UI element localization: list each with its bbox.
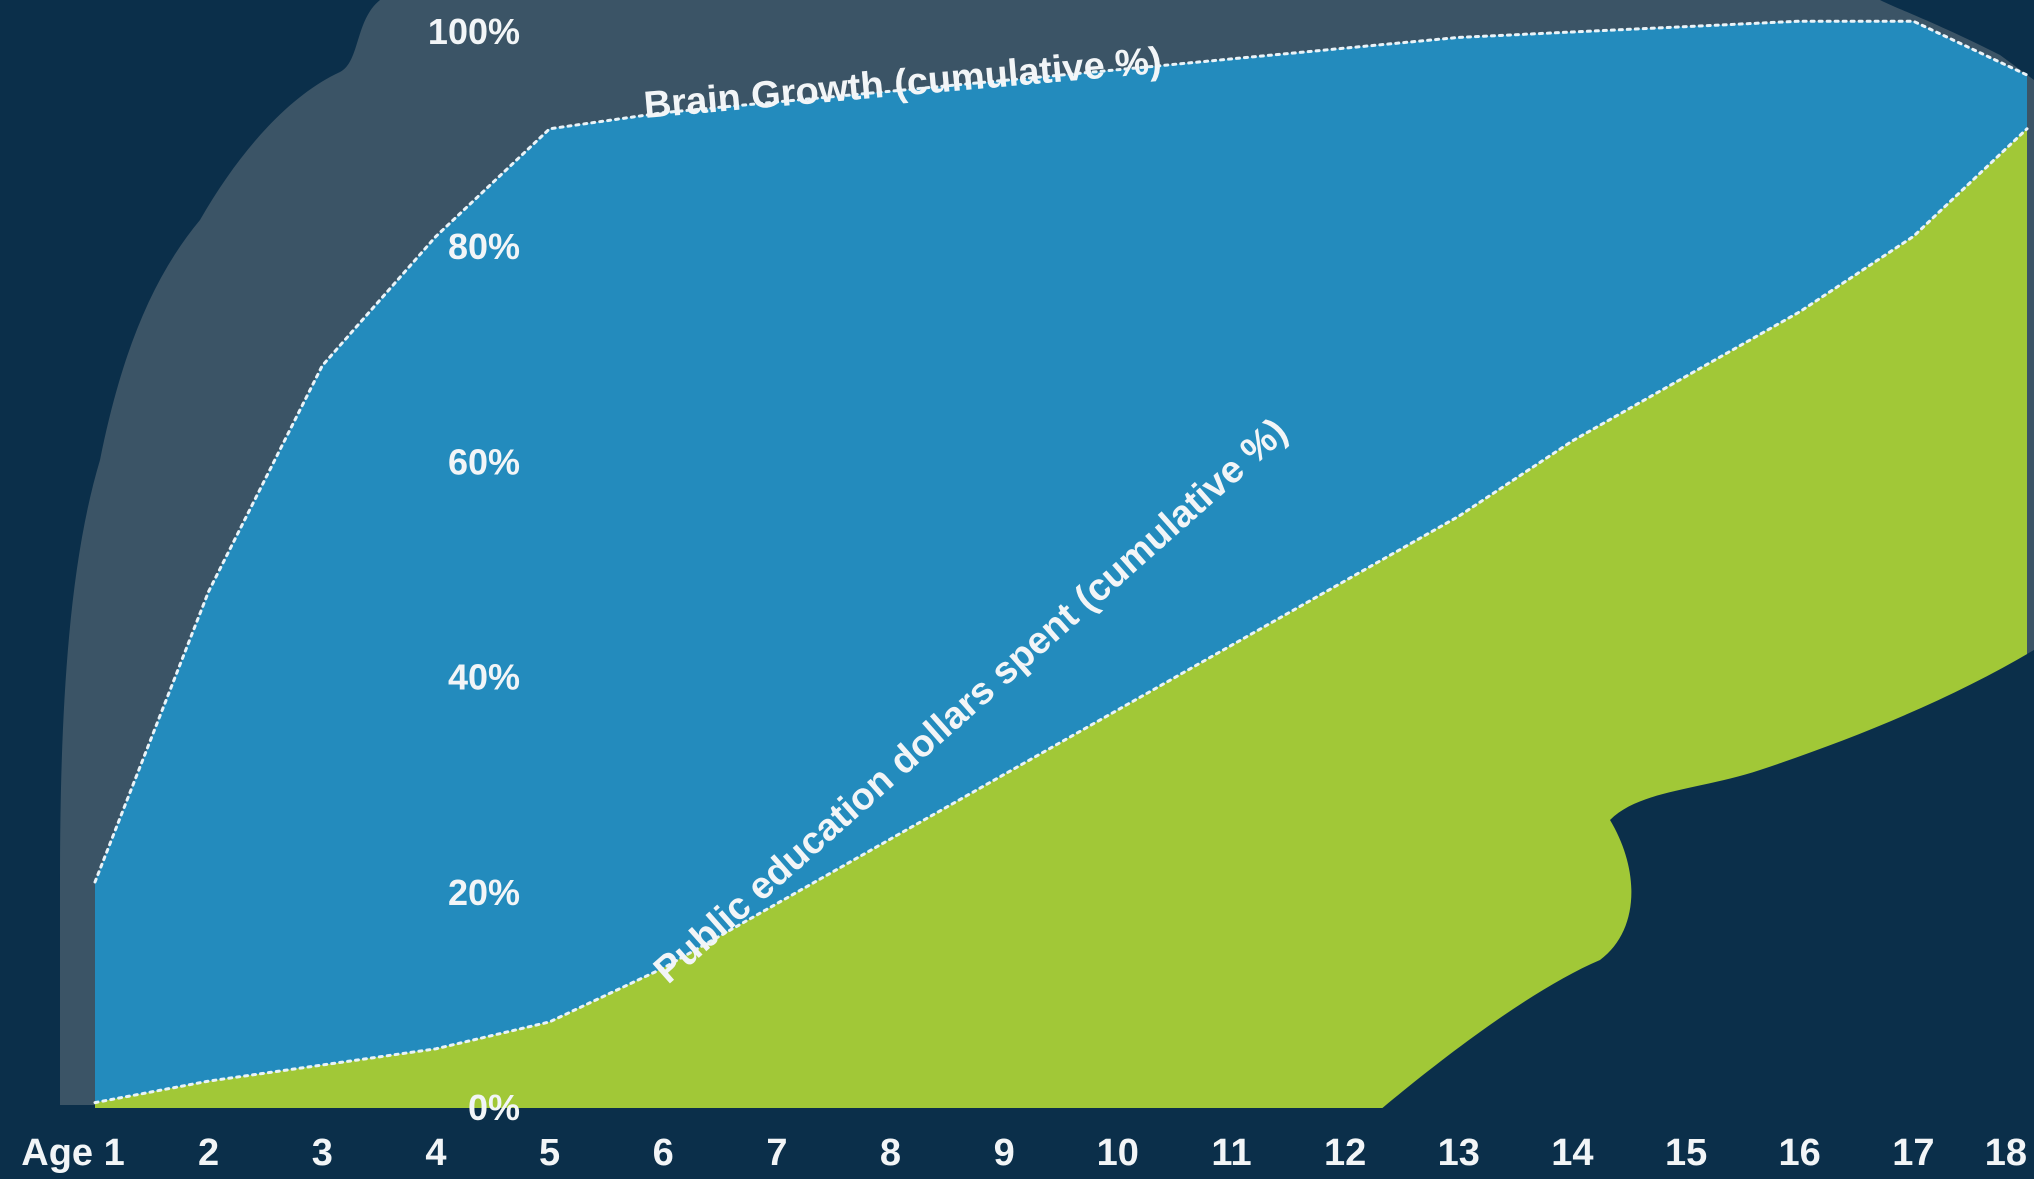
x-tick-label-17: 17 <box>1892 1132 1934 1174</box>
x-tick-label-15: 15 <box>1665 1132 1707 1174</box>
y-tick-label-60: 60% <box>448 441 520 482</box>
y-tick-label-20: 20% <box>448 872 520 913</box>
education-spending-line <box>93 127 2029 1105</box>
x-tick-label-5: 5 <box>539 1132 560 1174</box>
x-axis-ticks: Age 1 2 3 4 5 6 7 8 9 10 11 12 13 14 15 16 17 18 <box>21 1132 2027 1174</box>
plot-lines <box>93 19 2029 1105</box>
x-tick-label-7: 7 <box>766 1132 787 1174</box>
x-tick-label-6: 6 <box>653 1132 674 1174</box>
x-tick-label-16: 16 <box>1779 1132 1821 1174</box>
x-tick-label-14: 14 <box>1551 1132 1593 1174</box>
x-tick-label-11: 11 <box>1211 1132 1251 1174</box>
x-tick-label-10: 10 <box>1097 1132 1139 1174</box>
x-tick-label-18: 18 <box>1985 1132 2027 1174</box>
x-tick-label-1: Age 1 <box>21 1132 124 1174</box>
y-axis-ticks: 0% 20% 40% 60% 80% 100% <box>428 11 520 1128</box>
x-tick-label-9: 9 <box>994 1132 1015 1174</box>
y-tick-label-0: 0% <box>468 1087 520 1128</box>
x-tick-label-8: 8 <box>880 1132 901 1174</box>
brain-stem-cutout <box>1380 650 2034 1179</box>
x-tick-label-3: 3 <box>312 1132 333 1174</box>
y-tick-label-80: 80% <box>448 226 520 267</box>
x-tick-label-12: 12 <box>1324 1132 1366 1174</box>
x-tick-label-13: 13 <box>1438 1132 1480 1174</box>
y-tick-label-40: 40% <box>448 657 520 698</box>
brain-growth-line <box>93 19 2029 884</box>
x-tick-label-2: 2 <box>198 1132 219 1174</box>
plot-areas <box>95 21 2034 1179</box>
education-spending-area <box>95 128 2027 1109</box>
y-tick-label-100: 100% <box>428 11 520 52</box>
x-tick-label-4: 4 <box>425 1132 446 1174</box>
